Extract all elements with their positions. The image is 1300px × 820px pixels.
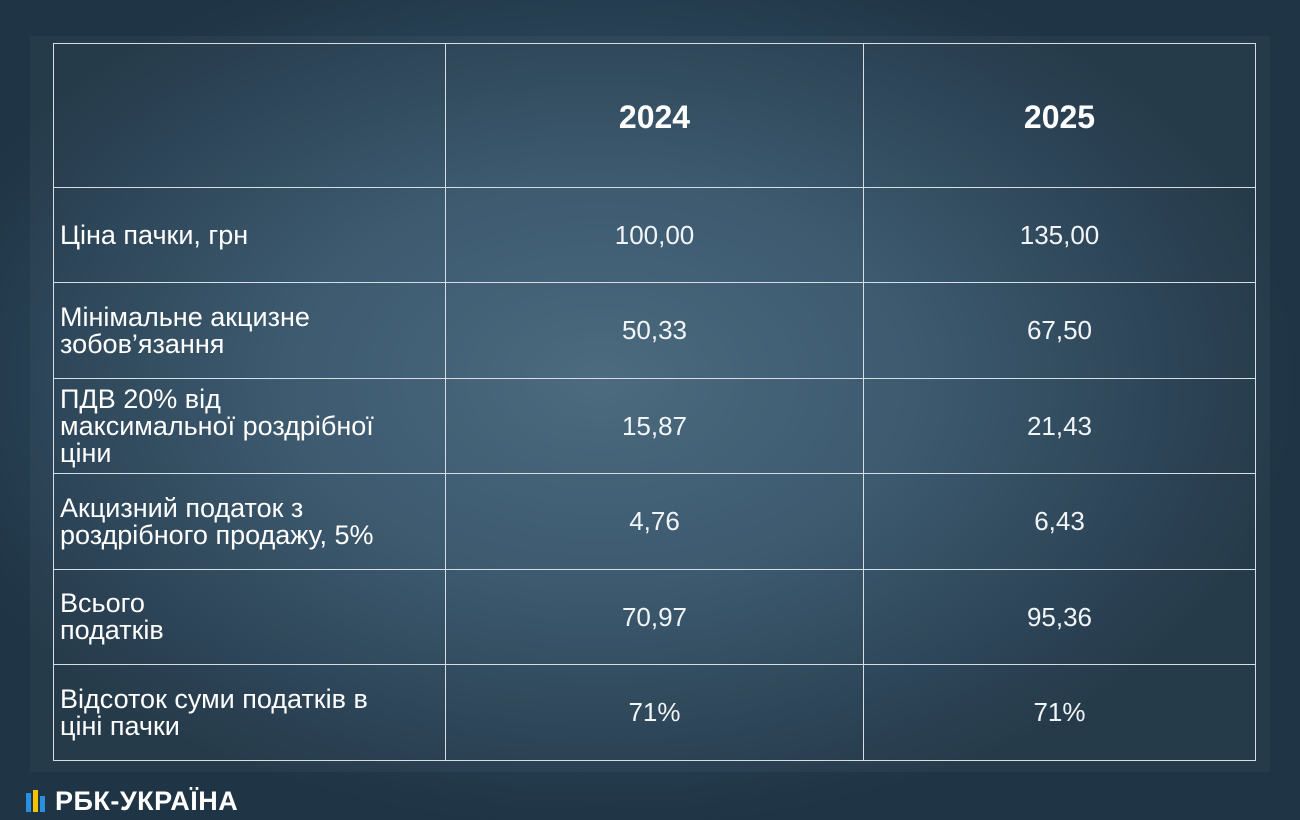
table-row: Мінімальне акцизне зобов’язання 50,33 67… (53, 282, 1256, 379)
row-label-vat: ПДВ 20% від максимальної роздрібної ціни (53, 377, 446, 475)
rbc-ukraine-logo: РБК-УКРАЇНА (26, 786, 238, 816)
row-label-min-excise: Мінімальне акцизне зобов’язання (53, 282, 446, 379)
row-label-total-taxes: Всього податків (53, 568, 446, 666)
label-line: максимальної роздрібної (60, 410, 374, 441)
header-year-2025: 2025 (863, 43, 1256, 188)
table-row: ПДВ 20% від максимальної роздрібної ціни… (53, 377, 1256, 475)
label-line: ціні пачки (60, 710, 180, 741)
label-line: Відсоток суми податків в (60, 683, 368, 714)
value-2025: 6,43 (863, 473, 1256, 570)
label-line: ціни (60, 437, 112, 468)
label-line: Ціна пачки, грн (60, 219, 249, 250)
label-line: Всього (60, 588, 145, 619)
table-row: Всього податків 70,97 95,36 (53, 568, 1256, 666)
label-line: роздрібного продажу, 5% (60, 519, 374, 550)
value-2024: 70,97 (445, 568, 864, 666)
header-empty-cell (53, 43, 446, 188)
value-2024: 4,76 (445, 473, 864, 570)
value-2025: 95,36 (863, 568, 1256, 666)
rbc-bars-icon (26, 790, 48, 812)
tax-table-container: 2024 2025 Ціна пачки, грн 100,00 135,00 … (53, 43, 1256, 761)
label-line: Акцизний податок з (60, 492, 304, 523)
header-year-2024: 2024 (445, 43, 864, 188)
logo-text: РБК-УКРАЇНА (55, 785, 239, 816)
value-2024: 15,87 (445, 377, 864, 475)
table-row: Акцизний податок з роздрібного продажу, … (53, 473, 1256, 570)
value-2024: 50,33 (445, 282, 864, 379)
table-header-row: 2024 2025 (53, 43, 1256, 188)
row-label-pack-price: Ціна пачки, грн (53, 186, 446, 284)
tax-table: 2024 2025 Ціна пачки, грн 100,00 135,00 … (53, 43, 1256, 761)
value-2024: 100,00 (445, 186, 864, 284)
table-row: Відсоток суми податків в ціні пачки 71% … (53, 664, 1256, 761)
row-label-retail-excise: Акцизний податок з роздрібного продажу, … (53, 473, 446, 570)
label-line: ПДВ 20% від (60, 383, 221, 414)
value-2025: 71% (863, 664, 1256, 761)
table-row: Ціна пачки, грн 100,00 135,00 (53, 186, 1256, 284)
value-2025: 67,50 (863, 282, 1256, 379)
label-line: зобов’язання (60, 328, 225, 359)
label-line: Мінімальне акцизне (60, 301, 310, 332)
label-line: податків (60, 615, 164, 646)
value-2025: 21,43 (863, 377, 1256, 475)
value-2025: 135,00 (863, 186, 1256, 284)
row-label-tax-percent: Відсоток суми податків в ціні пачки (53, 664, 446, 761)
value-2024: 71% (445, 664, 864, 761)
